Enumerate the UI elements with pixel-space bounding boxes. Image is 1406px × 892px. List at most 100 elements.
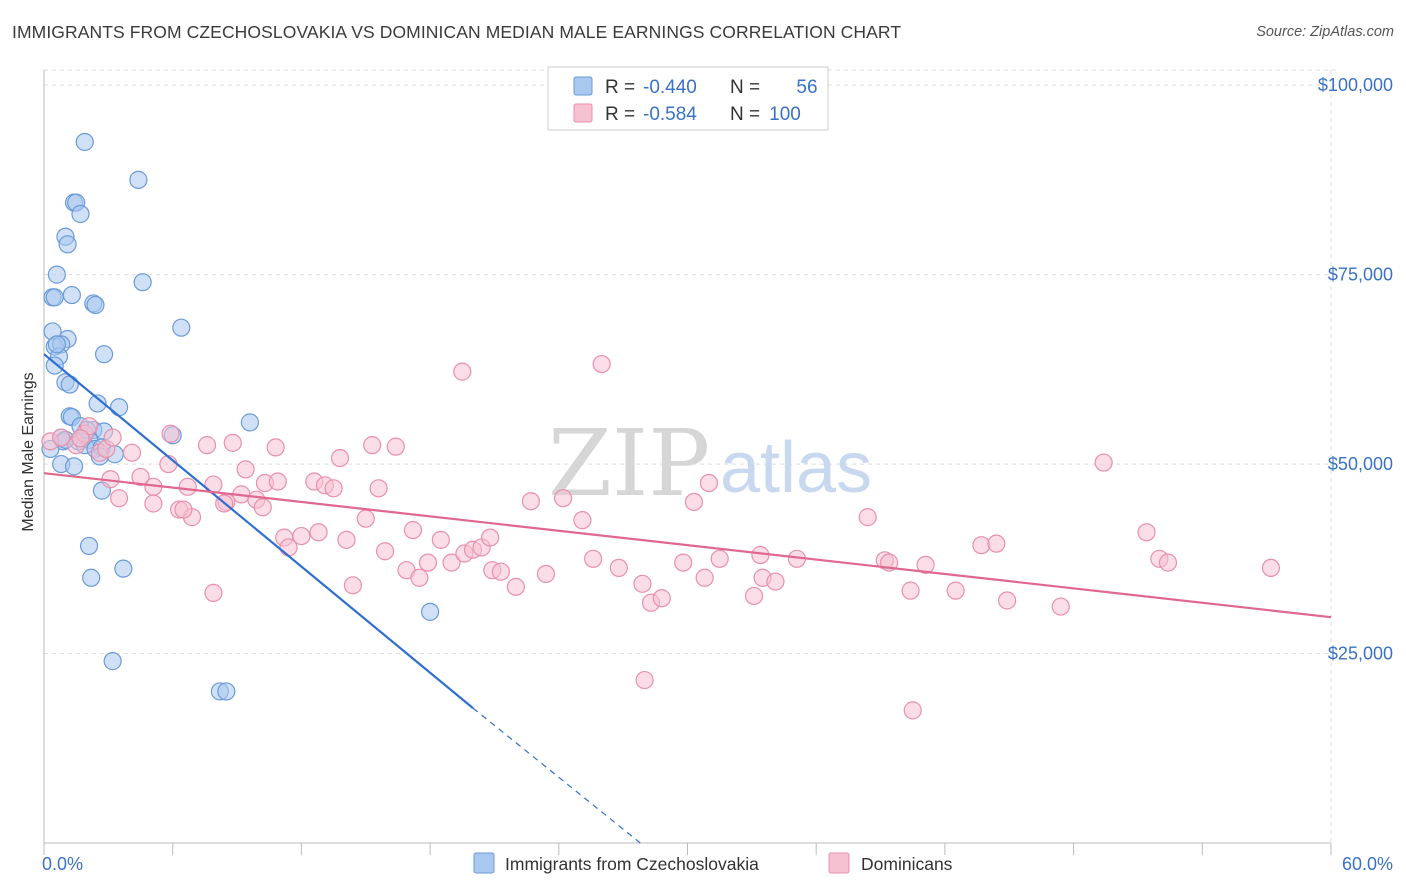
point-dominican <box>916 555 935 574</box>
point-dominican <box>309 523 328 542</box>
trend-layer <box>43 353 1332 844</box>
series-legend-label-1: Immigrants from Czechoslovakia <box>505 854 759 874</box>
legend-n-label-2: N = <box>730 104 760 125</box>
point-dominican <box>144 494 163 513</box>
point-dominican <box>122 443 142 462</box>
point-dominican <box>573 511 592 530</box>
point-dominican <box>204 583 223 603</box>
y-tick-label: $50,000 <box>1328 454 1393 474</box>
point-czechoslovakia <box>240 413 260 432</box>
point-dominican <box>521 492 541 511</box>
trend-line-dominicans <box>43 472 1332 619</box>
point-dominican <box>330 448 350 468</box>
point-dominican <box>403 520 423 540</box>
point-dominican <box>178 477 197 496</box>
point-dominican <box>633 574 652 593</box>
point-dominican <box>71 429 90 448</box>
point-czechoslovakia <box>421 602 440 621</box>
point-dominican <box>1051 597 1070 616</box>
y-tick-label: $25,000 <box>1328 644 1393 664</box>
y-axis-label: Median Male Earnings <box>20 372 37 531</box>
y-tick-label: $75,000 <box>1328 265 1393 285</box>
legend-r-label-2: R = <box>605 104 635 125</box>
point-czechoslovakia <box>129 170 148 189</box>
point-dominican <box>431 530 450 549</box>
point-czechoslovakia <box>103 652 122 671</box>
point-dominican <box>695 568 714 587</box>
point-dominican <box>1137 523 1156 542</box>
legend-r-value-2: -0.584 <box>643 104 697 125</box>
point-czechoslovakia <box>133 273 152 292</box>
point-czechoslovakia <box>62 285 81 305</box>
point-czechoslovakia <box>79 536 99 556</box>
point-dominican <box>418 553 438 572</box>
point-dominican <box>699 473 719 493</box>
legend-swatch-blue <box>573 76 593 96</box>
point-dominican <box>987 534 1006 553</box>
point-dominican <box>652 589 671 608</box>
point-dominican <box>506 577 526 596</box>
point-dominican <box>324 479 343 498</box>
axis-layer: $25,000 $50,000 $75,000 $100,000 0.0% 60.0% <box>42 70 1393 874</box>
point-dominican <box>481 528 500 547</box>
point-dominican <box>946 581 965 600</box>
legend-swatch-pink <box>573 103 593 123</box>
source-credit: Source: ZipAtlas.com <box>1256 24 1394 40</box>
point-czechoslovakia <box>75 132 94 152</box>
point-czechoslovakia <box>64 457 84 476</box>
point-dominican <box>592 354 611 374</box>
trend-line-czechoslovakia <box>43 353 474 709</box>
point-dominican <box>103 428 122 447</box>
point-dominican <box>292 526 311 546</box>
point-dominican <box>491 562 510 581</box>
series-legend-label-2: Dominicans <box>861 854 953 874</box>
point-dominican <box>266 438 285 457</box>
point-czechoslovakia <box>58 235 77 254</box>
point-czechoslovakia <box>217 682 236 701</box>
point-czechoslovakia <box>45 356 64 375</box>
correlation-legend: R = -0.440 N = 56 R = -0.584 N = 100 <box>547 66 829 131</box>
point-dominican <box>1158 553 1178 572</box>
point-dominican <box>131 467 150 487</box>
point-czechoslovakia <box>82 568 101 587</box>
series-czechoslovakia <box>41 132 440 701</box>
legend-n-value-2: 100 <box>769 104 801 125</box>
point-czechoslovakia <box>86 295 105 315</box>
point-dominican <box>584 549 603 568</box>
point-dominican <box>253 498 272 517</box>
point-dominican <box>369 479 388 498</box>
point-dominican <box>903 701 922 720</box>
points-layer <box>41 132 1281 720</box>
point-dominican <box>635 670 654 690</box>
point-dominican <box>337 530 356 549</box>
legend-r-label-1: R = <box>605 77 635 98</box>
legend-n-value-1: 56 <box>796 77 817 98</box>
point-dominican <box>236 460 255 479</box>
point-dominican <box>161 424 180 443</box>
point-dominican <box>744 586 764 606</box>
point-dominican <box>343 576 362 595</box>
point-dominican <box>536 564 556 584</box>
point-czechoslovakia <box>109 398 129 417</box>
y-tick-label: $100,000 <box>1318 75 1393 95</box>
chart-title: IMMIGRANTS FROM CZECHOSLOVAKIA VS DOMINI… <box>12 22 902 42</box>
series-legend-swatch-blue <box>473 852 495 874</box>
point-dominican <box>972 536 991 555</box>
point-dominican <box>109 489 129 508</box>
point-dominican <box>684 492 704 512</box>
point-czechoslovakia <box>88 394 107 413</box>
watermark: ZIP atlas <box>548 410 872 517</box>
point-dominican <box>442 553 461 572</box>
point-dominican <box>710 549 729 568</box>
point-dominican <box>674 553 693 572</box>
point-dominican <box>386 437 405 456</box>
point-czechoslovakia <box>60 375 79 394</box>
point-czechoslovakia <box>45 288 64 307</box>
point-dominican <box>410 568 429 587</box>
x-tick-label: 0.0% <box>42 854 83 874</box>
legend-box <box>547 66 829 131</box>
point-dominican <box>453 362 472 381</box>
grid-layer <box>44 69 1337 843</box>
series-legend: Immigrants from Czechoslovakia Dominican… <box>473 852 953 874</box>
point-dominican <box>766 572 785 591</box>
